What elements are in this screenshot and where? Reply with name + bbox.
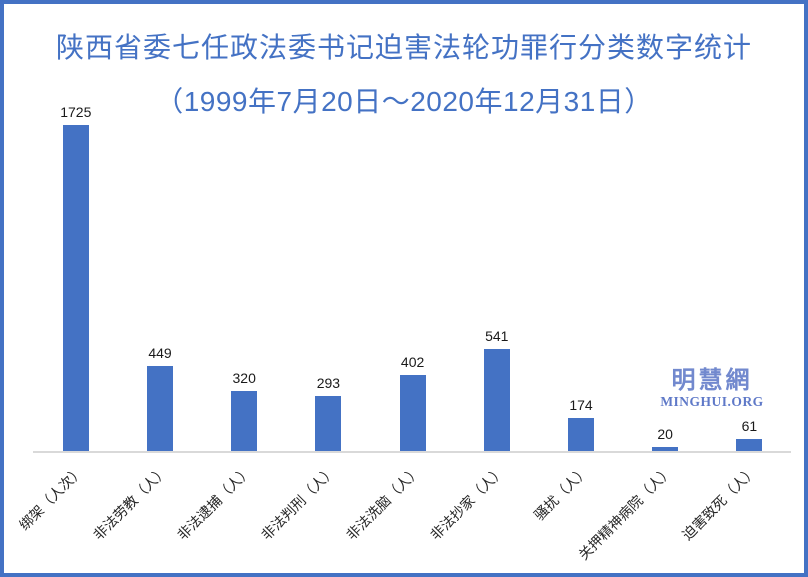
bar-2 bbox=[147, 366, 173, 451]
minghui-watermark-cjk: 明慧網 bbox=[671, 367, 753, 394]
bar-8 bbox=[652, 447, 679, 451]
plot-area: 陕西省委七任政法委书记迫害法轮功罪行分类数字统计 （1999年7月20日～202… bbox=[4, 4, 804, 573]
bar-value-label-4: 293 bbox=[316, 375, 341, 391]
bar-3 bbox=[231, 391, 258, 451]
bar-value-label-5: 402 bbox=[400, 354, 425, 370]
bar-value-label-8: 20 bbox=[657, 426, 673, 442]
bar-value-label-2: 449 bbox=[148, 345, 172, 361]
bar-7 bbox=[568, 418, 594, 451]
bar-5 bbox=[399, 375, 426, 451]
bar-4 bbox=[315, 396, 342, 451]
bar-value-label-1: 1725 bbox=[60, 104, 92, 120]
bar-value-label-7: 174 bbox=[569, 397, 593, 413]
minghui-watermark-latin: MINGHUI.ORG bbox=[660, 394, 764, 410]
bar-6 bbox=[483, 349, 510, 451]
minghui-watermark: 明慧網 MINGHUI.ORG bbox=[652, 368, 772, 409]
bar-value-label-6: 541 bbox=[485, 328, 509, 344]
bar-value-label-3: 320 bbox=[232, 370, 256, 386]
x-axis-line bbox=[33, 451, 791, 453]
bar-value-label-9: 61 bbox=[741, 418, 758, 434]
chart-title: 陕西省委七任政法委书记迫害法轮功罪行分类数字统计 bbox=[55, 32, 752, 63]
bar-1 bbox=[62, 125, 89, 451]
bar-9 bbox=[736, 439, 763, 451]
chart-subtitle: （1999年7月20日～2020年12月31日） bbox=[155, 86, 653, 117]
